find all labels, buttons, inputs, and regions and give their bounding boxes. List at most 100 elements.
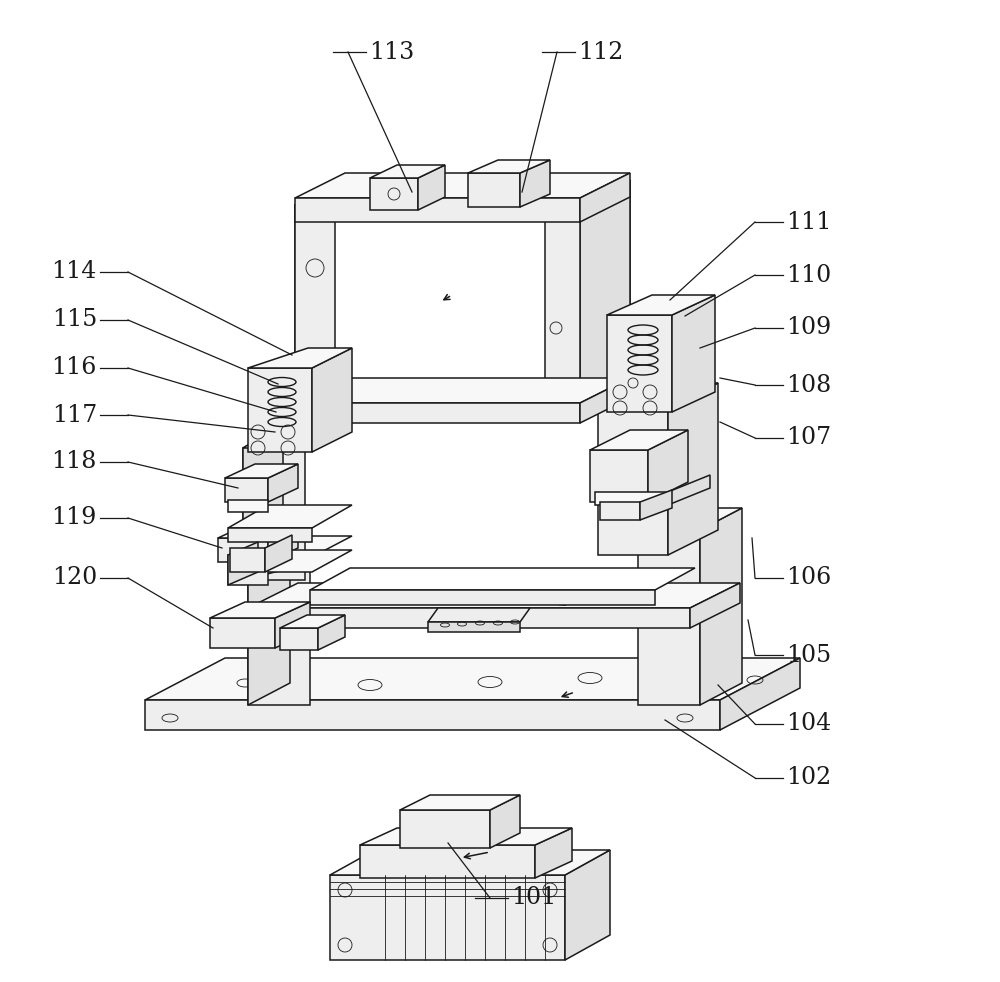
Text: 119: 119	[52, 507, 97, 529]
Polygon shape	[418, 165, 445, 210]
Polygon shape	[145, 658, 800, 700]
Polygon shape	[370, 178, 418, 210]
Polygon shape	[720, 658, 800, 730]
Polygon shape	[295, 198, 580, 222]
Polygon shape	[600, 502, 640, 520]
Text: 120: 120	[52, 567, 97, 589]
Polygon shape	[280, 628, 318, 650]
Polygon shape	[230, 548, 265, 572]
Polygon shape	[248, 583, 740, 608]
Text: 105: 105	[786, 643, 831, 667]
Polygon shape	[218, 524, 298, 538]
Polygon shape	[228, 505, 352, 528]
Text: 106: 106	[786, 567, 831, 589]
Polygon shape	[228, 555, 268, 585]
Polygon shape	[228, 500, 268, 512]
Polygon shape	[243, 448, 305, 580]
Polygon shape	[640, 490, 672, 520]
Text: 110: 110	[786, 263, 831, 287]
Polygon shape	[598, 408, 668, 555]
Polygon shape	[248, 536, 352, 558]
Polygon shape	[312, 348, 352, 452]
Polygon shape	[690, 583, 740, 628]
Polygon shape	[607, 295, 715, 315]
Polygon shape	[638, 530, 700, 705]
Polygon shape	[648, 430, 688, 502]
Polygon shape	[595, 492, 668, 505]
Polygon shape	[310, 590, 655, 605]
Text: 116: 116	[52, 356, 97, 379]
Polygon shape	[268, 524, 298, 562]
Polygon shape	[243, 425, 283, 580]
Polygon shape	[318, 615, 345, 650]
Polygon shape	[580, 180, 630, 420]
Polygon shape	[668, 475, 710, 505]
Polygon shape	[280, 615, 345, 628]
Text: 101: 101	[511, 887, 556, 909]
Polygon shape	[230, 550, 352, 572]
Polygon shape	[672, 295, 715, 412]
Polygon shape	[565, 850, 610, 960]
Polygon shape	[295, 205, 580, 420]
Text: 108: 108	[786, 373, 831, 397]
Text: 112: 112	[578, 40, 623, 64]
Text: 114: 114	[52, 260, 97, 284]
Polygon shape	[295, 180, 630, 205]
Polygon shape	[545, 205, 580, 420]
Polygon shape	[145, 700, 720, 730]
Polygon shape	[580, 173, 630, 222]
Polygon shape	[468, 173, 520, 207]
Polygon shape	[370, 165, 445, 178]
Text: 115: 115	[52, 308, 97, 332]
Polygon shape	[400, 795, 520, 810]
Polygon shape	[520, 160, 550, 207]
Polygon shape	[468, 160, 550, 173]
Polygon shape	[248, 558, 310, 705]
Polygon shape	[248, 348, 352, 368]
Polygon shape	[295, 378, 630, 403]
Polygon shape	[590, 430, 688, 450]
Polygon shape	[210, 602, 310, 618]
Text: 102: 102	[786, 767, 831, 790]
Polygon shape	[428, 608, 530, 622]
Polygon shape	[295, 403, 580, 423]
Polygon shape	[580, 180, 630, 420]
Polygon shape	[490, 795, 520, 848]
Polygon shape	[228, 528, 312, 542]
Polygon shape	[295, 173, 630, 198]
Polygon shape	[225, 464, 298, 478]
Polygon shape	[428, 622, 520, 632]
Polygon shape	[598, 383, 718, 408]
Polygon shape	[638, 508, 742, 530]
Polygon shape	[210, 618, 275, 648]
Polygon shape	[228, 542, 258, 585]
Polygon shape	[310, 568, 695, 590]
Polygon shape	[268, 464, 298, 502]
Polygon shape	[295, 180, 375, 205]
Polygon shape	[218, 538, 268, 562]
Text: 107: 107	[786, 426, 831, 450]
Polygon shape	[265, 535, 292, 572]
Text: 118: 118	[52, 451, 97, 473]
Polygon shape	[248, 368, 312, 452]
Polygon shape	[535, 828, 572, 878]
Polygon shape	[360, 845, 535, 878]
Polygon shape	[330, 850, 610, 875]
Polygon shape	[607, 315, 672, 412]
Polygon shape	[330, 875, 565, 960]
Text: 109: 109	[786, 316, 831, 340]
Text: 111: 111	[786, 210, 831, 234]
Polygon shape	[295, 205, 335, 420]
Polygon shape	[668, 383, 718, 555]
Polygon shape	[580, 378, 630, 423]
Polygon shape	[248, 536, 290, 705]
Polygon shape	[275, 602, 310, 648]
Text: 117: 117	[52, 404, 97, 426]
Text: 104: 104	[786, 713, 831, 736]
Polygon shape	[225, 478, 268, 502]
Polygon shape	[700, 508, 742, 705]
Polygon shape	[400, 810, 490, 848]
Polygon shape	[243, 423, 345, 448]
Polygon shape	[360, 828, 572, 845]
Text: 113: 113	[369, 40, 414, 64]
